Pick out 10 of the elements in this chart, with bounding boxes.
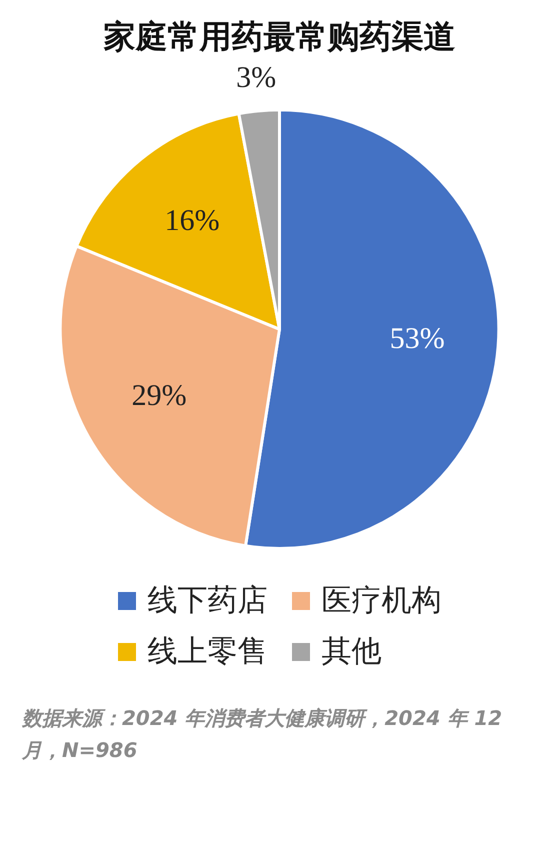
data-label: 29% — [132, 378, 187, 412]
chart-title: 家庭常用药最常购药渠道 — [104, 18, 456, 56]
source-note: 数据来源：2024 年消费者大健康调研，2024 年 12 月，N=986 — [22, 705, 504, 764]
legend-label: 其他 — [322, 633, 382, 671]
data-label: 3% — [236, 60, 276, 94]
data-label: 53% — [390, 322, 445, 355]
legend-label: 医疗机构 — [322, 582, 442, 620]
legend-label: 线上零售 — [148, 633, 268, 671]
legend-label: 线下药店 — [148, 582, 268, 620]
data-label: 16% — [164, 204, 220, 238]
